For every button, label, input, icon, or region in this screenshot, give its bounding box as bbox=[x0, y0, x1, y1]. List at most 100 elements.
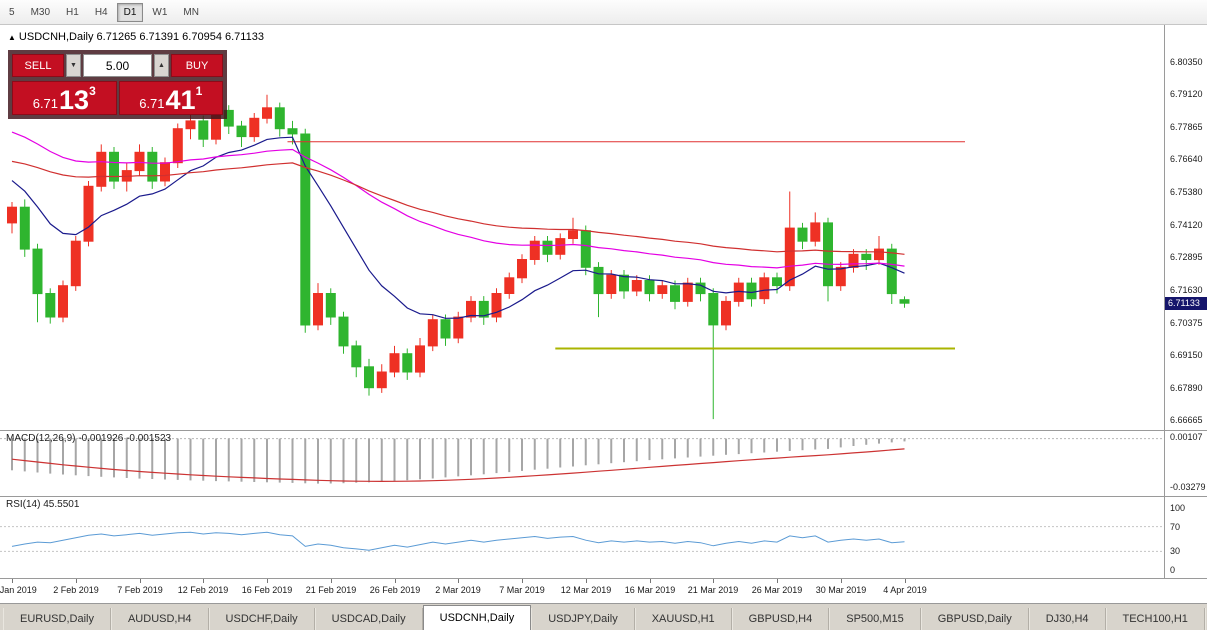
chart-title-text: USDCNH,Daily 6.71265 6.71391 6.70954 6.7… bbox=[18, 31, 264, 43]
price-axis-label: 6.70375 bbox=[1170, 318, 1203, 328]
chart-tab-audusd-h4[interactable]: AUDUSD,H4 bbox=[110, 608, 209, 630]
date-tick bbox=[586, 579, 587, 583]
chart-tab-dj30-h4[interactable]: DJ30,H4 bbox=[1028, 608, 1106, 630]
price-axis-label: 6.79120 bbox=[1170, 89, 1203, 99]
chart-tab-gbpusd-h4[interactable]: GBPUSD,H4 bbox=[731, 608, 830, 630]
timeframe-toolbar: 5 M30 H1 H4 D1 W1 MN bbox=[0, 0, 1207, 25]
timeframe-button-h1[interactable]: H1 bbox=[59, 3, 86, 22]
volume-decrease-button[interactable]: ▼ bbox=[66, 54, 81, 77]
date-tick bbox=[395, 579, 396, 583]
chart-tab-tech100-h1[interactable]: TECH100,H1 bbox=[1105, 608, 1205, 630]
date-tick bbox=[650, 579, 651, 583]
buy-button[interactable]: BUY bbox=[171, 54, 223, 77]
date-label: 4 Apr 2019 bbox=[883, 585, 927, 595]
date-label: 26 Feb 2019 bbox=[369, 585, 421, 595]
price-axis-label: 6.75380 bbox=[1170, 187, 1203, 197]
date-label: 21 Feb 2019 bbox=[305, 585, 357, 595]
date-tick bbox=[777, 579, 778, 583]
date-tick bbox=[12, 579, 13, 583]
timeframe-button-5[interactable]: 5 bbox=[2, 3, 22, 22]
macd-axis-label: -0.03279 bbox=[1170, 482, 1206, 492]
timeframe-button-m30[interactable]: M30 bbox=[24, 3, 57, 22]
sell-price-pips: 13 bbox=[59, 85, 90, 116]
chart-tab-ukc[interactable]: UKC bbox=[1204, 608, 1207, 630]
date-label: 29 Jan 2019 bbox=[0, 585, 37, 595]
date-label: 16 Mar 2019 bbox=[624, 585, 676, 595]
date-label: 26 Mar 2019 bbox=[751, 585, 803, 595]
price-axis-label: 6.74120 bbox=[1170, 220, 1203, 230]
date-label: 21 Mar 2019 bbox=[687, 585, 739, 595]
price-axis-label: 6.76640 bbox=[1170, 154, 1203, 164]
date-tick bbox=[203, 579, 204, 583]
price-axis-label: 6.72895 bbox=[1170, 252, 1203, 262]
chevron-down-icon: ▼ bbox=[70, 62, 77, 69]
date-tick bbox=[713, 579, 714, 583]
price-axis-label: 6.69150 bbox=[1170, 350, 1203, 360]
chart-tab-sp500-m15[interactable]: SP500,M15 bbox=[829, 608, 921, 630]
date-tick bbox=[905, 579, 906, 583]
rsi-axis-label: 0 bbox=[1170, 565, 1176, 575]
date-tick bbox=[140, 579, 141, 583]
macd-axis-label: 0.00107 bbox=[1170, 432, 1203, 442]
macd-label: MACD(12,26,9) -0.001926 -0.001523 bbox=[6, 433, 172, 444]
date-axis-divider bbox=[0, 578, 1207, 579]
chart-tab-usdcnh-daily[interactable]: USDCNH,Daily bbox=[422, 605, 532, 630]
volume-input[interactable] bbox=[83, 54, 152, 77]
main-price-chart[interactable] bbox=[0, 25, 1164, 430]
price-axis-separator bbox=[1164, 25, 1165, 578]
date-label: 16 Feb 2019 bbox=[241, 585, 293, 595]
chevron-up-icon: ▲ bbox=[158, 62, 165, 69]
date-tick bbox=[522, 579, 523, 583]
price-axis-label: 6.77865 bbox=[1170, 122, 1203, 132]
date-label: 12 Feb 2019 bbox=[177, 585, 229, 595]
chart-tab-usdjpy-daily[interactable]: USDJPY,Daily bbox=[531, 608, 635, 630]
timeframe-button-d1[interactable]: D1 bbox=[116, 2, 144, 22]
volume-increase-button[interactable]: ▲ bbox=[154, 54, 169, 77]
chart-tab-usdchf-daily[interactable]: USDCHF,Daily bbox=[208, 608, 315, 630]
rsi-axis-label: 100 bbox=[1170, 503, 1186, 513]
chart-tab-bar: EURUSD,Daily AUDUSD,H4 USDCHF,Daily USDCAD,… bbox=[0, 603, 1207, 630]
timeframe-button-w1[interactable]: W1 bbox=[145, 3, 174, 22]
rsi-axis-label: 70 bbox=[1170, 522, 1181, 532]
date-tick bbox=[841, 579, 842, 583]
buy-price-pips: 41 bbox=[165, 85, 196, 116]
timeframe-button-h4[interactable]: H4 bbox=[88, 3, 115, 22]
buy-price-base: 6.71 bbox=[139, 96, 165, 111]
current-price-badge: 6.71133 bbox=[1165, 297, 1207, 310]
chart-tab-eurusd-daily[interactable]: EURUSD,Daily bbox=[3, 608, 111, 630]
rsi-label: RSI(14) 45.5501 bbox=[6, 499, 80, 510]
chart-title: ▲ USDCNH,Daily 6.71265 6.71391 6.70954 6.… bbox=[8, 31, 264, 43]
buy-price-pipette: 1 bbox=[195, 84, 203, 98]
date-tick bbox=[267, 579, 268, 583]
rsi-axis-label: 30 bbox=[1170, 546, 1181, 556]
date-label: 30 Mar 2019 bbox=[815, 585, 867, 595]
price-axis-label: 6.67890 bbox=[1170, 383, 1203, 393]
date-label: 7 Mar 2019 bbox=[499, 585, 545, 595]
sell-price-button[interactable]: 6.71 13 3 bbox=[12, 81, 117, 115]
timeframe-button-mn[interactable]: MN bbox=[176, 3, 206, 22]
date-tick bbox=[458, 579, 459, 583]
price-axis-label: 6.71630 bbox=[1170, 285, 1203, 295]
macd-panel-divider[interactable] bbox=[0, 430, 1207, 431]
chart-tab-usdcad-daily[interactable]: USDCAD,Daily bbox=[314, 608, 423, 630]
date-label: 2 Feb 2019 bbox=[53, 585, 99, 595]
sell-price-base: 6.71 bbox=[32, 96, 59, 111]
date-tick bbox=[331, 579, 332, 583]
macd-indicator-chart[interactable] bbox=[0, 430, 1164, 496]
price-axis-label: 6.66665 bbox=[1170, 415, 1203, 425]
rsi-indicator-chart[interactable] bbox=[0, 496, 1164, 578]
price-axis-label: 6.80350 bbox=[1170, 57, 1203, 67]
date-label: 7 Feb 2019 bbox=[117, 585, 163, 595]
chart-tab-gbpusd-daily[interactable]: GBPUSD,Daily bbox=[920, 608, 1029, 630]
sell-button[interactable]: SELL bbox=[12, 54, 64, 77]
sell-price-pipette: 3 bbox=[89, 84, 96, 98]
date-label: 2 Mar 2019 bbox=[435, 585, 481, 595]
symbol-marker-icon: ▲ bbox=[8, 33, 16, 42]
date-label: 12 Mar 2019 bbox=[560, 585, 612, 595]
rsi-panel-divider[interactable] bbox=[0, 496, 1207, 497]
date-tick bbox=[76, 579, 77, 583]
buy-price-button[interactable]: 6.71 41 1 bbox=[118, 81, 223, 116]
chart-tab-xauusd-h1[interactable]: XAUUSD,H1 bbox=[634, 608, 732, 630]
